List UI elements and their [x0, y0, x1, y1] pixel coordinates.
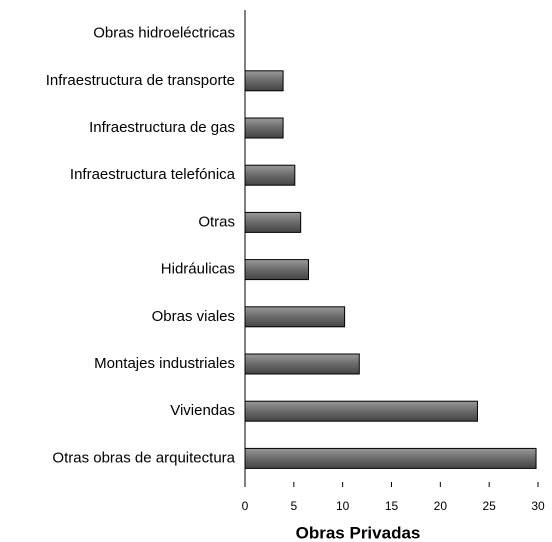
y-tick-label: Otras obras de arquitectura: [52, 449, 235, 466]
bar: [244, 117, 284, 139]
x-axis-title: Obras Privadas: [296, 523, 421, 542]
bar: [244, 211, 302, 233]
x-tick-label: 0: [242, 499, 249, 513]
y-tick-label: Infraestructura de transporte: [46, 72, 235, 89]
x-tick-label: 25: [482, 499, 496, 513]
bar: [244, 70, 284, 92]
y-tick-label: Obras viales: [152, 308, 235, 325]
bar: [244, 306, 346, 328]
y-tick-label: Otras: [198, 213, 235, 230]
y-tick-label: Viviendas: [170, 402, 235, 419]
x-tick-label: 15: [385, 499, 399, 513]
y-tick-label: Hidráulicas: [161, 261, 235, 278]
y-tick-label: Obras hidroeléctricas: [93, 25, 235, 42]
x-tick-label: 20: [434, 499, 448, 513]
bar: [244, 164, 296, 186]
x-tick-label: 10: [336, 499, 350, 513]
bar: [244, 400, 478, 422]
y-tick-label: Infraestructura de gas: [89, 119, 235, 136]
y-tick-label: Infraestructura telefónica: [70, 166, 236, 183]
bar: [244, 259, 309, 281]
x-tick-label: 5: [290, 499, 297, 513]
bar: [244, 353, 360, 375]
x-tick-label: 30: [531, 499, 545, 513]
y-tick-label: Montajes industriales: [94, 355, 235, 372]
bar: [244, 447, 537, 469]
